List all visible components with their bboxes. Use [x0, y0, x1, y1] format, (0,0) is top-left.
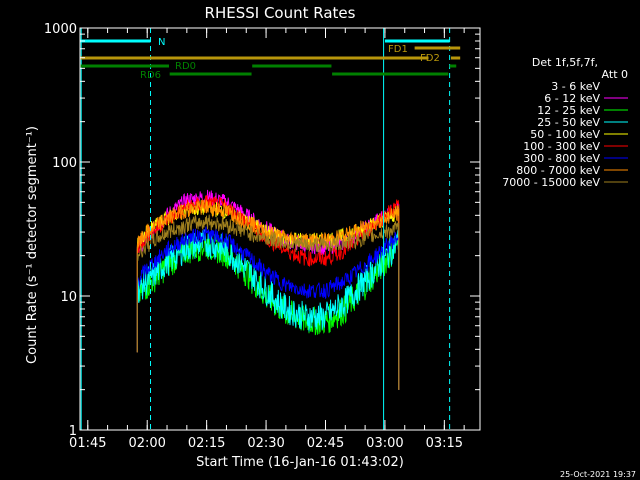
annotation-bar-label: FD2: [420, 53, 440, 64]
annotation-bar-label: RD0: [175, 61, 196, 72]
legend-entry-label: 50 - 100 keV: [530, 128, 600, 141]
x-tick-label: 02:15: [188, 436, 225, 451]
x-tick-label: 03:00: [366, 436, 403, 451]
x-axis-label: Start Time (16-Jan-16 01:43:02): [196, 455, 404, 470]
y-tick-label: 10: [60, 290, 77, 305]
legend-entry-label: 25 - 50 keV: [537, 116, 600, 129]
generation-timestamp: 25-Oct-2021 19:37: [560, 470, 636, 479]
legend-title-line-2: Att 0: [602, 68, 628, 81]
annotation-bar-label: RD6: [140, 70, 161, 81]
annotation-bar-label: N: [158, 37, 165, 48]
legend-entry-label: 12 - 25 keV: [537, 104, 600, 117]
plot-frame: [79, 27, 481, 431]
series-line: [136, 226, 400, 390]
legend-entry-label: 6 - 12 keV: [544, 92, 600, 105]
x-tick-label: 02:45: [307, 436, 344, 451]
y-tick-label: 1000: [44, 22, 77, 37]
series-line: [136, 115, 400, 233]
series-line: [136, 214, 400, 390]
y-tick-label: 1: [69, 424, 77, 439]
x-tick-label: 03:15: [426, 436, 463, 451]
legend-entry-label: 7000 - 15000 keV: [502, 176, 600, 189]
legend-entry-label: 100 - 300 keV: [523, 140, 600, 153]
legend-title-line-1: Det 1f,5f,7f,: [532, 56, 598, 69]
x-tick-label: 01:45: [69, 436, 106, 451]
y-axis-label: Count Rate (s⁻¹ detector segment⁻¹): [25, 126, 40, 364]
legend-entry-label: 800 - 7000 keV: [516, 164, 600, 177]
chart-title: RHESSI Count Rates: [205, 4, 356, 22]
plot-area: N FD1 FD2 RD0 RD6 1 10 100 1000 01:45 02:00 02:15 02…: [44, 22, 481, 451]
legend-entry-label: 300 - 800 keV: [523, 152, 600, 165]
x-tick-label: 02:00: [128, 436, 165, 451]
y-tick-label: 100: [52, 156, 77, 171]
x-tick-label: 02:30: [247, 436, 284, 451]
legend-entry-label: 3 - 6 keV: [551, 80, 600, 93]
annotation-bar-label: FD1: [388, 44, 408, 55]
